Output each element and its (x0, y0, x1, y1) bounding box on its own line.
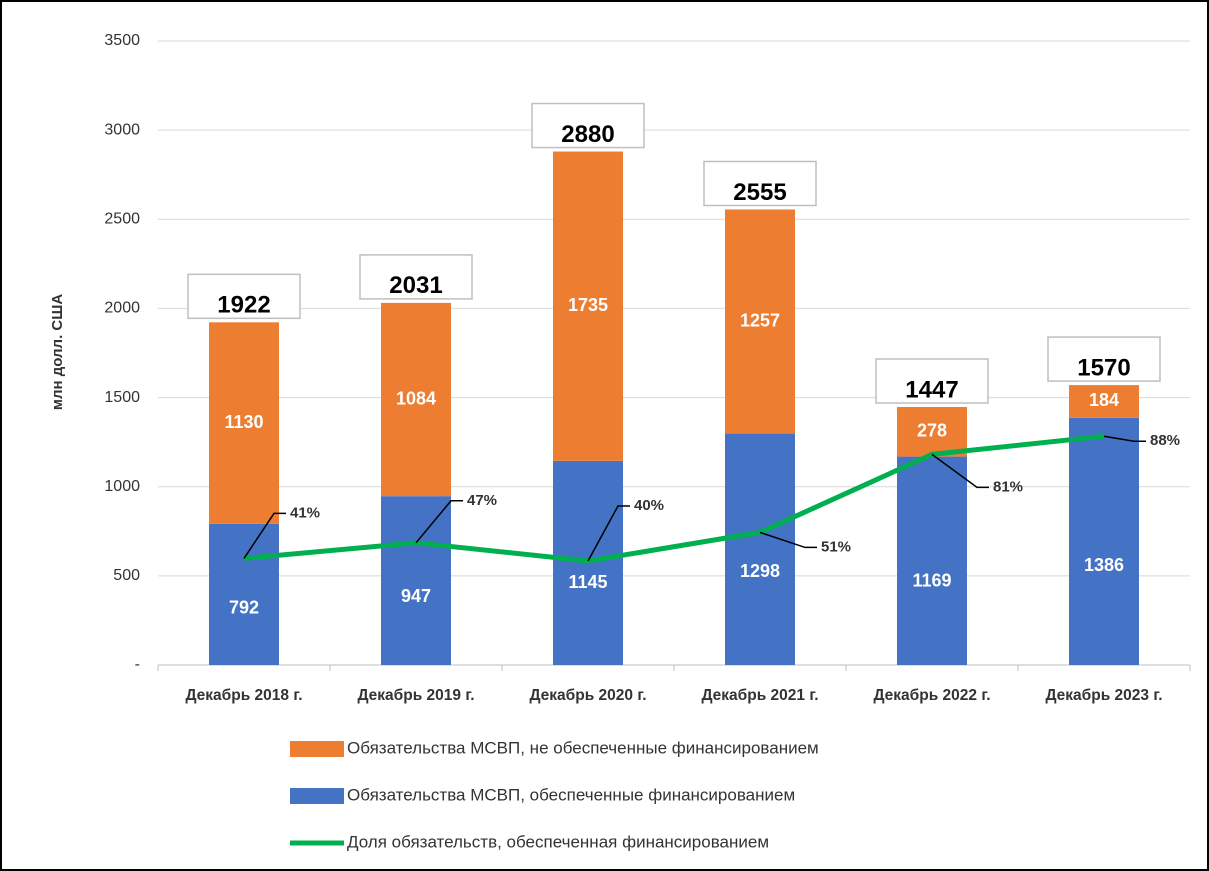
bar-segment (553, 151, 623, 461)
x-tick-label: Декабрь 2023 г. (1045, 687, 1162, 704)
total-label: 1570 (1077, 354, 1130, 381)
bar-segment (1069, 385, 1139, 418)
bar-value-label: 184 (1089, 390, 1119, 410)
line-series (243, 433, 1105, 564)
total-box (1047, 336, 1161, 382)
line-value-label: 81% (993, 478, 1023, 495)
total-label: 1922 (217, 292, 270, 319)
leader-line (243, 512, 286, 559)
leader-line (415, 500, 463, 544)
total-box (531, 102, 645, 149)
leader-line (931, 453, 989, 489)
x-tick-label: Декабрь 2018 г. (185, 687, 302, 704)
bar-value-label: 792 (229, 597, 259, 617)
bar-value-label: 278 (917, 421, 947, 441)
total-box (359, 254, 473, 300)
legend-label: Обязательства МСВП, не обеспеченные фина… (347, 738, 819, 757)
x-tick-label: Декабрь 2021 г. (701, 687, 818, 704)
y-tick-label: 500 (113, 567, 140, 584)
bar-value-label: 1145 (568, 572, 607, 592)
bar-value-label: 1735 (568, 295, 608, 315)
line-value-label: 51% (821, 538, 851, 555)
bar-segment (725, 433, 795, 665)
bar-segment (381, 302, 451, 497)
total-label: 2031 (389, 272, 442, 299)
bar-value-label: 947 (401, 586, 431, 606)
total-box (703, 160, 817, 207)
total-label: 1447 (905, 376, 958, 403)
bar-segment (209, 322, 279, 524)
bar-value-label: 1084 (396, 388, 436, 408)
x-tick-label: Декабрь 2019 г. (357, 687, 474, 704)
bar-segment (209, 523, 279, 665)
bar-segment (381, 496, 451, 665)
bar-value-label: 1257 (740, 310, 780, 330)
total-box (187, 273, 301, 320)
total-box (875, 358, 989, 404)
y-axis-label: млн долл. США (49, 294, 66, 410)
legend-label: Обязательства МСВП, обеспеченные финанси… (347, 785, 795, 804)
y-tick-label: - (135, 656, 140, 673)
bar-value-label: 1169 (912, 570, 951, 590)
x-tick-label: Декабрь 2020 г. (529, 687, 646, 704)
line-value-label: 40% (634, 497, 664, 514)
total-label: 2880 (561, 121, 614, 148)
y-tick-label: 1000 (104, 478, 140, 495)
bar-value-label: 1298 (740, 561, 780, 581)
line-value-label: 47% (467, 492, 497, 509)
total-label: 2555 (733, 179, 786, 206)
legend-swatch (290, 788, 344, 804)
y-tick-label: 2000 (104, 300, 140, 317)
legend-label: Доля обязательств, обеспеченная финансир… (347, 832, 769, 851)
bar-value-label: 1130 (224, 412, 263, 432)
x-tick-label: Декабрь 2022 г. (873, 687, 990, 704)
line-value-label: 88% (1150, 432, 1180, 449)
bar-segment (725, 209, 795, 434)
bar-segment (897, 407, 967, 457)
y-tick-label: 3500 (104, 32, 140, 49)
leader-line (1103, 435, 1146, 442)
y-tick-label: 2500 (104, 211, 140, 228)
bar-value-label: 1386 (1084, 555, 1124, 575)
bar-segment (897, 456, 967, 665)
line-value-label: 41% (290, 504, 320, 521)
y-tick-label: 1500 (104, 389, 140, 406)
leader-line (587, 505, 630, 562)
leader-line (759, 531, 817, 549)
y-tick-label: 3000 (104, 121, 140, 138)
legend-swatch (290, 741, 344, 757)
bar-segment (1069, 417, 1139, 665)
